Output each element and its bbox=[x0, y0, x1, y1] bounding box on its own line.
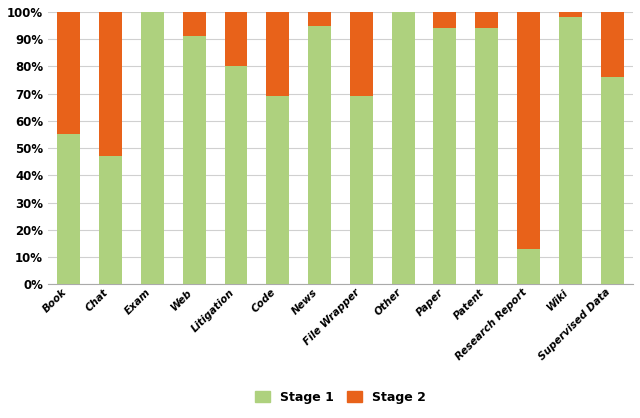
Legend: Stage 1, Stage 2: Stage 1, Stage 2 bbox=[250, 386, 431, 409]
Bar bbox=[58, 135, 81, 284]
Bar bbox=[392, 12, 415, 284]
Bar bbox=[99, 156, 122, 284]
Bar bbox=[517, 12, 540, 249]
Bar bbox=[476, 12, 499, 28]
Bar bbox=[266, 97, 289, 284]
Bar bbox=[601, 77, 623, 284]
Bar bbox=[559, 18, 582, 284]
Bar bbox=[182, 36, 205, 284]
Bar bbox=[225, 66, 248, 284]
Bar bbox=[182, 12, 205, 36]
Bar bbox=[350, 97, 373, 284]
Bar bbox=[308, 25, 331, 284]
Bar bbox=[225, 12, 248, 66]
Bar bbox=[350, 12, 373, 97]
Bar bbox=[266, 12, 289, 97]
Bar bbox=[99, 12, 122, 156]
Bar bbox=[476, 28, 499, 284]
Bar bbox=[559, 12, 582, 18]
Bar bbox=[433, 28, 456, 284]
Bar bbox=[141, 12, 164, 284]
Bar bbox=[58, 12, 81, 135]
Bar bbox=[601, 12, 623, 77]
Bar bbox=[517, 249, 540, 284]
Bar bbox=[308, 12, 331, 25]
Bar bbox=[433, 12, 456, 28]
